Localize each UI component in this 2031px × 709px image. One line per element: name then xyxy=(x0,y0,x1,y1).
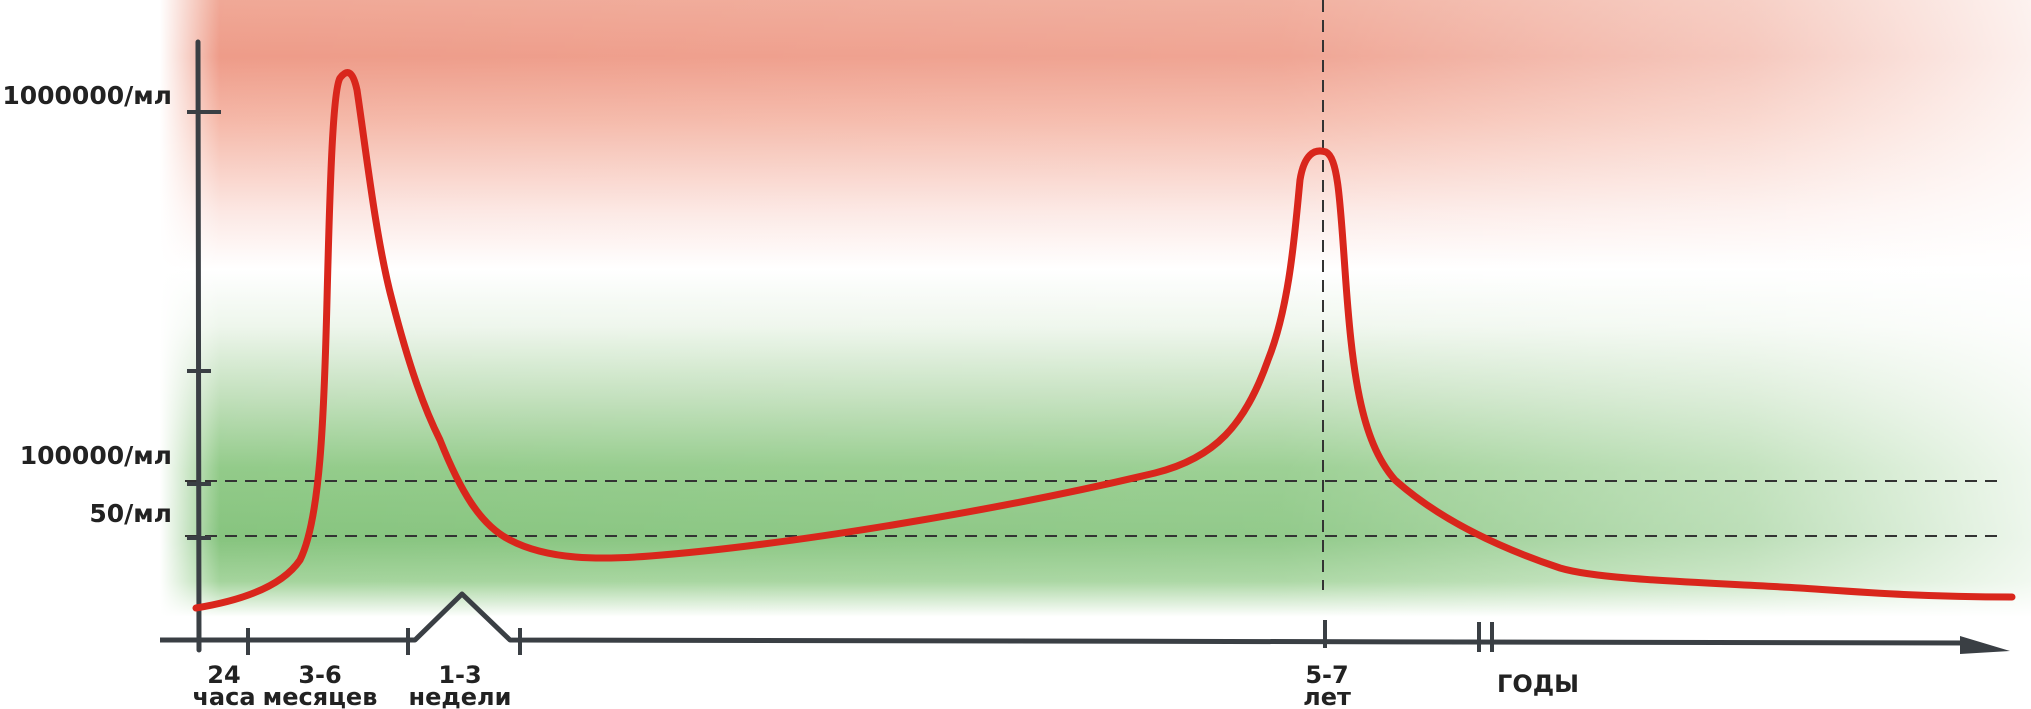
x-tick-label-3-6: 3-6 xyxy=(298,661,341,689)
x-tick-label-gody: ГОДЫ xyxy=(1497,670,1579,698)
right-fade xyxy=(160,0,2031,709)
x-tick-label-nedeli: недели xyxy=(409,683,512,709)
x-tick-label-5-7: 5-7 xyxy=(1305,661,1348,689)
x-tick-label-mesyatsev: месяцев xyxy=(263,683,378,709)
y-tick-label-50: 50/мл xyxy=(89,499,172,528)
x-tick-label-1-3: 1-3 xyxy=(438,661,481,689)
x-axis-arrow xyxy=(1960,636,2010,654)
x-tick-label-24: 24 xyxy=(207,661,240,689)
series-line xyxy=(192,69,2016,612)
y-tick-label-1000000: 1000000/мл xyxy=(2,81,172,110)
x-tick-label-let: лет xyxy=(1303,683,1351,709)
x-tick-label-chasa: часа xyxy=(192,683,255,709)
y-tick-label-100000: 100000/мл xyxy=(20,441,172,470)
y-axis xyxy=(195,39,202,653)
x-axis xyxy=(160,591,1971,646)
